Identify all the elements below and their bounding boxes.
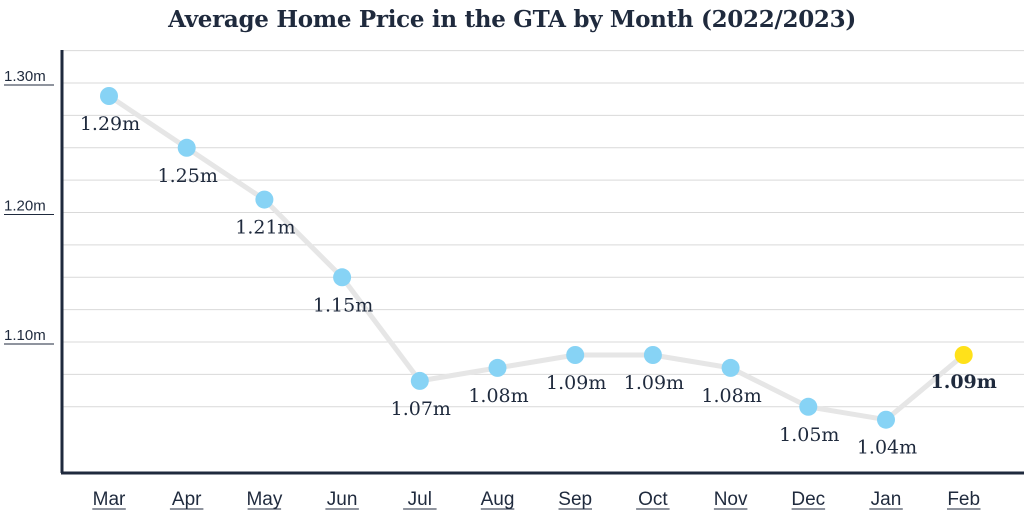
- x-tick-label: Jan: [871, 489, 902, 510]
- data-point: [255, 190, 274, 209]
- data-label: 1.29m: [80, 113, 140, 135]
- data-label: 1.08m: [468, 385, 528, 407]
- data-labels: 1.29m 1.25m 1.21m 1.15m 1.07m 1.08m 1.09m 1.09m…: [80, 113, 997, 459]
- y-tick-label: 1.10m: [4, 327, 46, 344]
- gridlines: [62, 50, 1024, 408]
- x-tick-label: Apr: [172, 489, 202, 510]
- data-label: 1.05m: [779, 424, 839, 446]
- x-tick-label: Jul: [408, 489, 432, 510]
- x-tick-label: May: [246, 489, 282, 510]
- data-label: 1.21m: [235, 217, 295, 239]
- y-tick-labels: 1.30m 1.20m 1.10m: [4, 68, 54, 345]
- chart-title: Average Home Price in the GTA by Month (…: [168, 6, 856, 33]
- data-point: [333, 268, 352, 287]
- data-label-highlight: 1.09m: [931, 371, 997, 393]
- x-tick-label: Feb: [947, 489, 980, 510]
- data-label: 1.04m: [857, 437, 917, 459]
- data-label: 1.09m: [624, 372, 684, 394]
- data-label: 1.07m: [391, 398, 451, 420]
- data-point: [177, 138, 196, 157]
- data-label: 1.09m: [546, 372, 606, 394]
- x-tick-labels: Mar Apr May Jun Jul Aug Sep Oct Nov Dec Jan Feb: [92, 489, 981, 510]
- x-tick-label: Nov: [714, 489, 748, 510]
- data-point: [410, 371, 429, 390]
- data-label: 1.08m: [701, 385, 761, 407]
- data-label: 1.15m: [313, 294, 373, 316]
- data-point: [877, 410, 895, 429]
- y-tick-label: 1.20m: [4, 198, 46, 215]
- x-tick-label: Sep: [558, 489, 592, 510]
- data-label: 1.25m: [158, 165, 218, 187]
- data-point: [643, 346, 662, 364]
- data-point: [566, 346, 585, 364]
- data-point-highlight: [954, 346, 973, 364]
- y-tick-label: 1.30m: [4, 68, 46, 85]
- x-tick-label: Dec: [791, 489, 825, 510]
- series-line: [106, 93, 967, 423]
- data-point: [799, 397, 818, 416]
- x-tick-label: Oct: [638, 489, 668, 510]
- x-tick-label: Jun: [327, 489, 358, 510]
- x-tick-label: Mar: [93, 489, 126, 510]
- data-point: [100, 87, 118, 105]
- x-tick-label: Aug: [481, 489, 515, 510]
- series-line-layer: [106, 93, 967, 423]
- data-points: [100, 87, 973, 429]
- data-point: [488, 358, 507, 377]
- data-point: [721, 358, 740, 377]
